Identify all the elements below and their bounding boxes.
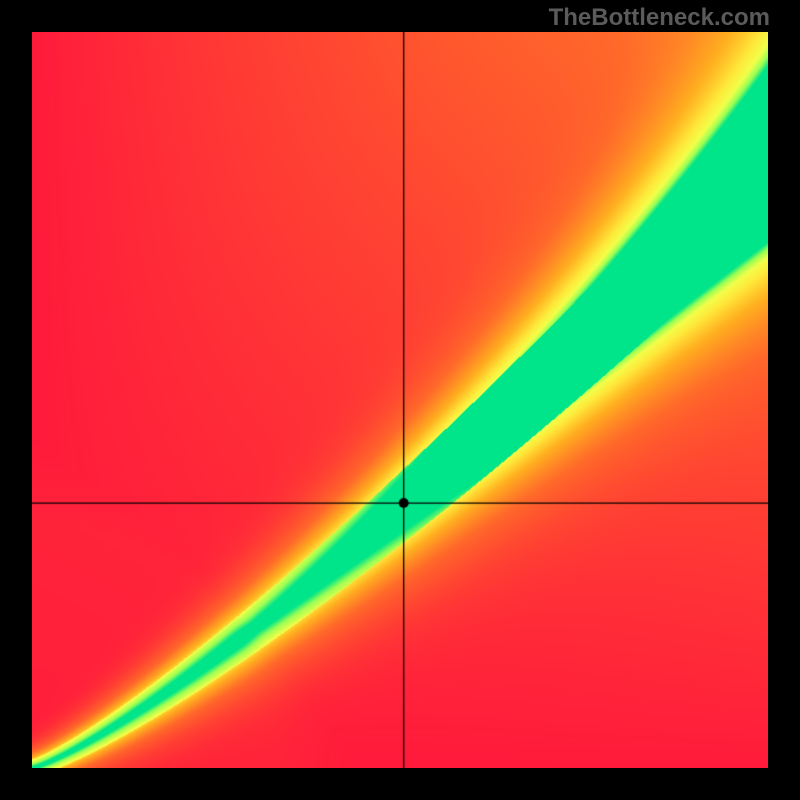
watermark-text: TheBottleneck.com [549,4,770,32]
chart-container: TheBottleneck.com [0,0,800,800]
heatmap-canvas [32,32,768,768]
